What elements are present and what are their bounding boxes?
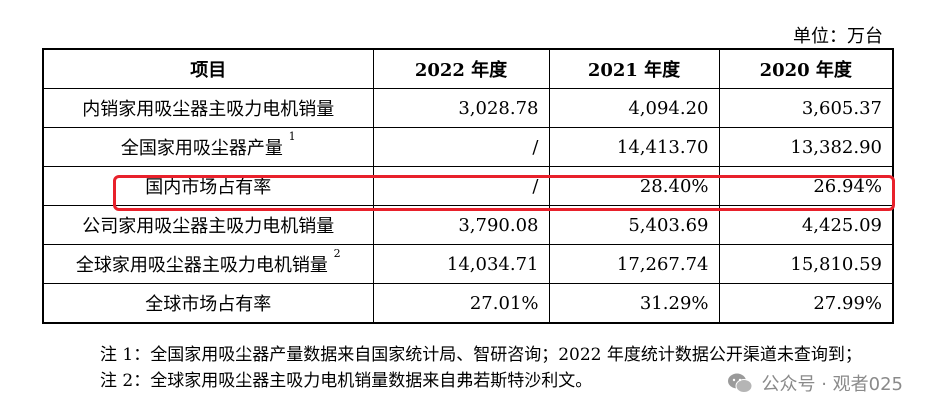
table-row: 公司家用吸尘器主吸力电机销量 3,790.08 5,403.69 4,425.0…: [42, 205, 894, 245]
note-1: 注 1：全国家用吸尘器产量数据来自国家统计局、智研咨询；2022 年度统计数据公…: [100, 345, 862, 365]
table-header-row: 项目 2022 年度 2021 年度 2020 年度: [42, 48, 894, 89]
cell-2022: 27.01%: [372, 283, 550, 324]
table-row: 全国家用吸尘器产量 1 / 14,413.70 13,382.90: [42, 127, 894, 167]
table-row: 内销家用吸尘器主吸力电机销量 3,028.78 4,094.20 3,605.3…: [42, 88, 894, 128]
header-2022: 2022 年度: [372, 48, 550, 89]
header-2021: 2021 年度: [548, 48, 720, 89]
unit-label: 单位：万台: [793, 26, 883, 47]
header-2020: 2020 年度: [718, 48, 894, 89]
row-label: 全球市场占有率: [42, 283, 374, 324]
row-label: 国内市场占有率: [42, 166, 374, 206]
row-label: 全球家用吸尘器主吸力电机销量 2: [42, 244, 374, 284]
table-row-highlighted: 国内市场占有率 / 28.40% 26.94%: [42, 166, 894, 206]
watermark: 公众号 · 观者025: [727, 370, 903, 396]
note-2: 注 2：全球家用吸尘器主吸力电机销量数据来自弗若斯特沙利文。: [100, 371, 593, 391]
cell-2020: 27.99%: [718, 283, 894, 324]
cell-2021: 14,413.70: [548, 127, 720, 167]
cell-2022: /: [372, 127, 550, 167]
cell-2021: 4,094.20: [548, 88, 720, 128]
cell-2021: 17,267.74: [548, 244, 720, 284]
row-label: 内销家用吸尘器主吸力电机销量: [42, 88, 374, 128]
cell-2022: 14,034.71: [372, 244, 550, 284]
header-item: 项目: [42, 48, 374, 89]
footnote-marker: 1: [288, 130, 296, 143]
data-table: 项目 2022 年度 2021 年度 2020 年度 内销家用吸尘器主吸力电机销…: [42, 48, 894, 324]
row-label: 公司家用吸尘器主吸力电机销量: [42, 205, 374, 245]
cell-2020: 3,605.37: [718, 88, 894, 128]
cell-2020: 26.94%: [718, 166, 894, 206]
footnotes: 注 1：全国家用吸尘器产量数据来自国家统计局、智研咨询；2022 年度统计数据公…: [48, 342, 898, 394]
cell-2022: 3,028.78: [372, 88, 550, 128]
cell-2021: 5,403.69: [548, 205, 720, 245]
cell-2022: 3,790.08: [372, 205, 550, 245]
row-label: 全国家用吸尘器产量 1: [42, 127, 374, 167]
cell-2021: 31.29%: [548, 283, 720, 324]
cell-2020: 15,810.59: [718, 244, 894, 284]
watermark-text: 公众号 · 观者025: [761, 374, 903, 395]
footnote-marker: 2: [333, 247, 341, 260]
cell-2020: 4,425.09: [718, 205, 894, 245]
table-row: 全球家用吸尘器主吸力电机销量 2 14,034.71 17,267.74 15,…: [42, 244, 894, 284]
cell-2020: 13,382.90: [718, 127, 894, 167]
highlight-box: [113, 175, 895, 211]
table-row: 全球市场占有率 27.01% 31.29% 27.99%: [42, 283, 894, 324]
wechat-icon: [728, 373, 753, 393]
